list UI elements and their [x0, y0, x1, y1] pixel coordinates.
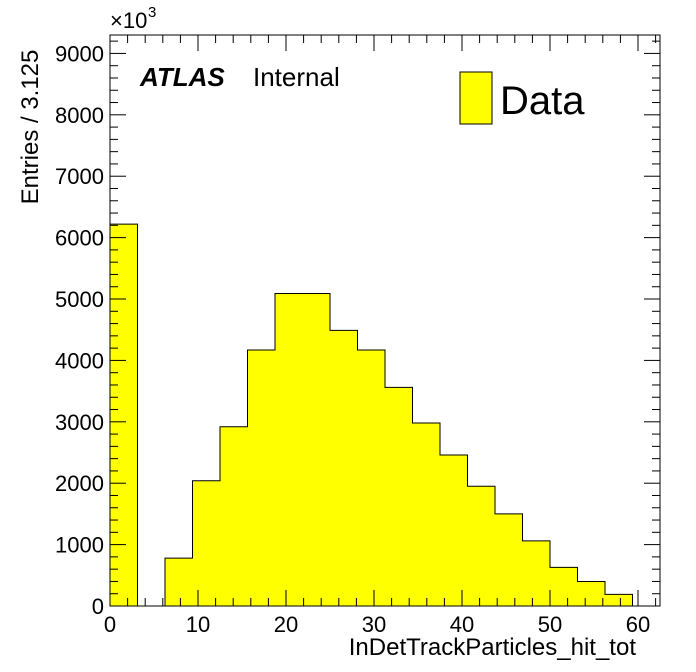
histogram-bar — [330, 330, 358, 606]
y-tick-label: 3000 — [55, 410, 104, 435]
y-multiplier-exponent: 3 — [148, 4, 156, 21]
y-tick-labels: 0 1000 2000 3000 4000 5000 6000 7000 8000 9000 — [55, 41, 104, 619]
histogram-bar — [440, 454, 468, 606]
bars-group — [109, 223, 633, 607]
histogram-bar — [550, 567, 578, 606]
y-tick-label: 5000 — [55, 287, 104, 312]
x-tick-label: 20 — [274, 612, 298, 637]
histogram-bar — [165, 558, 193, 606]
x-tick-label: 40 — [450, 612, 474, 637]
y-tick-label: 2000 — [55, 471, 104, 496]
x-tick-label: 30 — [362, 612, 386, 637]
histogram-bar — [110, 224, 138, 606]
y-tick-label: 0 — [92, 594, 104, 619]
histogram-bar — [247, 349, 275, 606]
y-tick-label: 4000 — [55, 348, 104, 373]
histogram-bar — [275, 293, 303, 606]
histogram-bar — [605, 594, 633, 606]
histogram-bar — [577, 581, 605, 606]
atlas-label: ATLAS — [139, 62, 225, 92]
histogram-bar — [495, 513, 523, 606]
x-axis-title: InDetTrackParticles_hit_tot — [349, 634, 637, 661]
x-tick-label: 10 — [186, 612, 210, 637]
histogram-bar — [467, 486, 495, 606]
x-tick-label: 60 — [626, 612, 650, 637]
plot-frame — [109, 34, 661, 607]
internal-label: Internal — [253, 62, 340, 92]
y-axis-title: Entries / 3.125 — [17, 50, 44, 205]
histogram-bar — [357, 349, 385, 606]
x-tick-labels: 0 10 20 30 40 50 60 — [104, 612, 650, 637]
x-tick-label: 50 — [538, 612, 562, 637]
y-tick-label: 1000 — [55, 533, 104, 558]
y-tick-label: 6000 — [55, 226, 104, 251]
legend-label: Data — [500, 79, 585, 123]
y-multiplier: ×10 — [110, 8, 147, 33]
legend-swatch — [459, 71, 493, 125]
y-tick-label: 8000 — [55, 103, 104, 128]
x-tick-label: 0 — [104, 612, 116, 637]
histogram-bar — [302, 293, 330, 606]
histogram-bar — [220, 426, 248, 606]
histogram-bar — [522, 540, 550, 606]
y-tick-label: 7000 — [55, 164, 104, 189]
histogram-bar — [385, 387, 413, 606]
histogram-bar — [192, 480, 220, 606]
histogram-bar — [412, 423, 440, 606]
histogram-outline — [109, 223, 633, 607]
y-tick-label: 9000 — [55, 41, 104, 66]
